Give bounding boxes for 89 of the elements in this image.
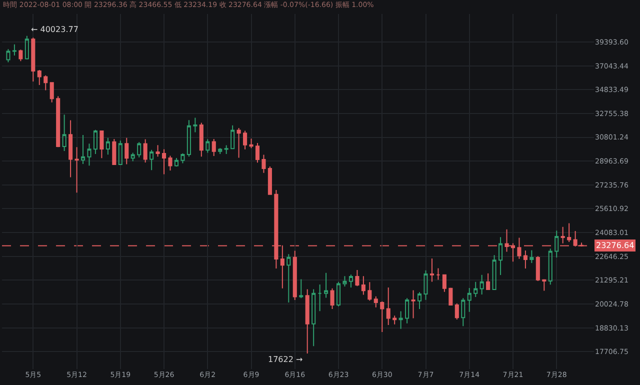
candlestick [87,143,92,166]
candlestick [12,44,16,56]
candlestick [31,37,36,82]
candlestick [430,258,434,282]
candlestick [236,127,241,158]
candlestick [536,256,540,282]
candlestick [44,74,48,91]
annotation: 17622 → [268,355,303,364]
candlestick [37,69,42,86]
candlestick [143,138,148,163]
candlestick [567,222,572,243]
candlestick [68,120,73,178]
annotation: ← 40023.77 [31,25,78,34]
candlestick [268,166,272,196]
candlestick [405,298,410,324]
candlestick [498,236,503,276]
candlestick [286,254,291,304]
candlestick [411,290,416,319]
candlestick [18,49,23,62]
candlestick [137,142,142,158]
candlestick [100,130,104,159]
candlestick [218,148,222,154]
candlestick [156,144,160,158]
candlestick [56,96,60,148]
candlestick [318,284,322,312]
candlestick [199,122,204,158]
candlestick [424,270,428,300]
candlestick [80,134,86,164]
candlestick [330,288,334,310]
candlestick [292,250,297,301]
candlestick [480,274,484,296]
ref-line-label: 23276.64 [596,241,634,250]
candlestick [305,288,310,354]
candlestick [93,129,98,154]
candlestick [542,278,546,292]
candlestick [255,142,260,164]
candlestick [312,288,316,347]
candlestick [342,276,347,288]
candlestick [6,48,10,63]
candlestick [486,272,490,290]
candlestick [386,286,390,326]
candlestick [348,274,353,288]
candlestick [474,281,478,298]
candlestick [454,302,459,320]
candlestick [361,276,366,296]
candlestick [186,120,191,158]
candlestick [523,250,528,269]
candlestick [380,300,384,332]
candlestick [168,155,172,171]
candlestick [230,124,235,150]
candlestick [243,130,248,150]
candlestick [530,250,534,264]
candlestick [374,296,378,308]
candlestick [517,237,522,260]
candlestick [467,287,472,312]
candlestick [336,281,341,307]
candlestick [130,152,135,162]
candlestick [492,254,496,291]
candlestick [193,117,198,133]
candlestick [106,137,110,156]
candlestick [162,148,166,175]
candlestick [436,268,440,280]
candlestick [150,149,154,171]
candlestick [212,138,216,156]
candlestick [24,35,29,60]
candlestick [206,138,210,154]
candlestick [62,114,66,152]
candlestick [112,138,116,166]
candlestick [448,287,453,306]
candlestick [461,298,466,327]
candlestick [324,272,328,298]
candlestick [548,248,552,286]
candlestick [180,152,185,164]
candlestick [398,310,403,330]
candlestick [299,278,304,299]
candlestick [262,154,266,174]
candlestick [74,146,79,194]
candlestick [224,144,228,154]
candlestick [442,274,446,292]
candlestick [118,140,122,166]
candlestick [355,270,360,287]
candlestick [417,292,422,310]
candlestick [124,137,129,165]
candlestick [174,157,179,168]
candlestick [249,138,254,149]
candlestick [50,82,54,103]
candlestick [368,282,372,302]
candlestick [554,230,559,258]
candlestick [392,315,397,325]
